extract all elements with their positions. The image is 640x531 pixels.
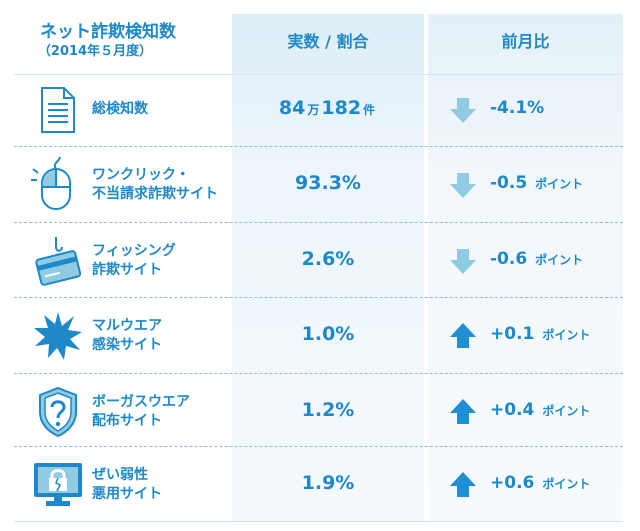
- header-divider: [14, 74, 623, 75]
- arrow-down-icon: [450, 249, 476, 274]
- table-bottom-border: [14, 521, 623, 522]
- column-header-value: 実数 / 割合: [287, 32, 369, 51]
- row-label: マルウエア 感染サイト: [92, 318, 162, 353]
- row-change: -4.1%: [490, 98, 545, 118]
- row-value: 1.9%: [301, 472, 355, 494]
- row-value: 93.3%: [295, 172, 361, 194]
- table-row: ボーガスウエア 配布サイト 1.2% +0.4 ポイント: [0, 374, 640, 450]
- value-column-background: [232, 14, 424, 522]
- broken-lock-monitor-icon: [34, 463, 82, 506]
- question-shield-icon: [39, 386, 77, 438]
- row-divider: [14, 297, 623, 298]
- row-divider: [14, 373, 623, 374]
- column-header-change: 前月比: [501, 32, 550, 51]
- row-label: ワンクリック・ 不当請求詐欺サイト: [92, 167, 218, 202]
- table-row: ぜい弱性 悪用サイト 1.9% +0.6 ポイント: [0, 447, 640, 523]
- table-row: フィッシング 詐欺サイト 2.6% -0.6 ポイント: [0, 223, 640, 299]
- arrow-down-icon: [450, 98, 476, 123]
- row-divider: [14, 222, 623, 223]
- row-change: -0.6 ポイント: [490, 249, 584, 269]
- table-row: ワンクリック・ 不当請求詐欺サイト 93.3% -0.5 ポイント: [0, 147, 640, 223]
- row-value: 2.6%: [301, 248, 355, 270]
- row-value: 1.0%: [301, 323, 355, 345]
- row-label: ボーガスウエア 配布サイト: [92, 394, 190, 429]
- row-divider: [14, 146, 623, 147]
- row-change: +0.1 ポイント: [490, 324, 591, 344]
- row-change: +0.6 ポイント: [490, 473, 591, 493]
- row-divider: [14, 446, 623, 447]
- row-label: フィッシング 詐欺サイト: [92, 243, 176, 278]
- arrow-up-icon: [450, 399, 476, 424]
- arrow-down-icon: [450, 173, 476, 198]
- row-value: 84 万 182 件: [278, 97, 376, 119]
- document-icon: [41, 87, 75, 133]
- row-label: ぜい弱性 悪用サイト: [92, 467, 162, 502]
- table-title: ネット詐欺検知数: [40, 22, 176, 42]
- row-change: +0.4 ポイント: [490, 400, 591, 420]
- row-change: -0.5 ポイント: [490, 173, 584, 193]
- row-label: 総検知数: [92, 101, 148, 117]
- arrow-up-icon: [450, 323, 476, 348]
- arrow-up-icon: [450, 472, 476, 497]
- fishing-card-icon: [35, 237, 82, 286]
- table-row: 総検知数 84 万 182 件 -4.1%: [0, 72, 640, 148]
- mouse-icon: [31, 157, 71, 210]
- malware-burst-icon: [34, 312, 82, 360]
- row-value: 1.2%: [301, 399, 355, 421]
- table-subtitle: （2014年５月度）: [37, 44, 153, 59]
- table-row: マルウエア 感染サイト 1.0% +0.1 ポイント: [0, 298, 640, 374]
